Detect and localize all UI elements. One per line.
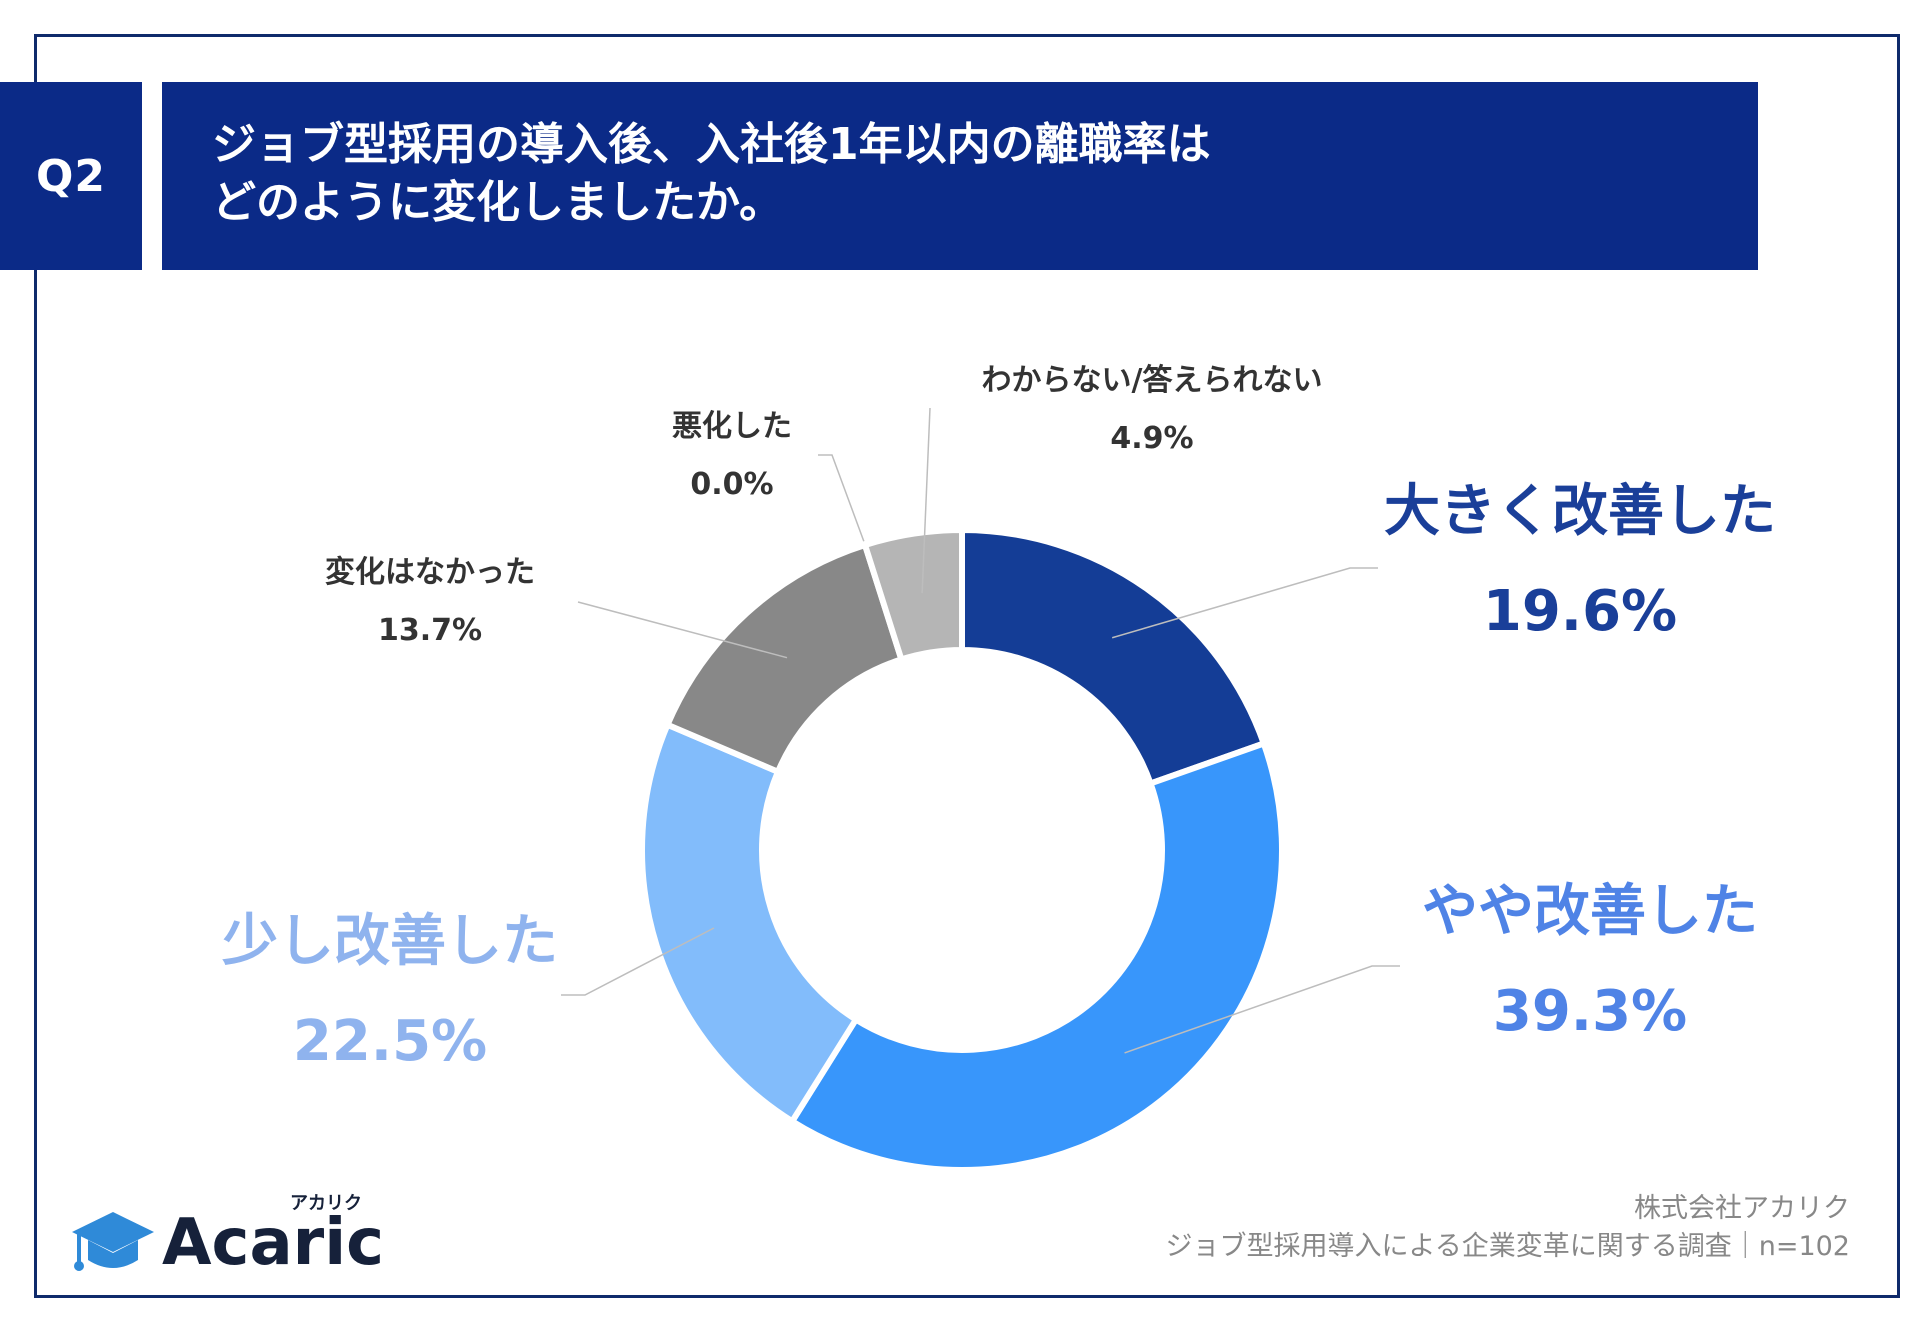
label-no-change-value: 13.7%	[377, 613, 483, 648]
label-unknown-value: 4.9%	[1110, 421, 1194, 456]
logo-wordmark: Acaric	[162, 1206, 385, 1280]
label-worsened-name: 悪化した	[672, 409, 792, 444]
label-unknown-name: わからない/答えられない	[981, 363, 1323, 398]
label-great-improvement: 大きく改善した 19.6%	[1370, 462, 1790, 662]
slice-no-change	[664, 542, 905, 775]
graduation-cap-icon	[72, 1212, 154, 1271]
leader-line-worsened	[818, 454, 865, 542]
donut-slices	[639, 527, 1285, 1173]
label-worsened-value: 0.0%	[690, 467, 774, 502]
content-frame	[34, 34, 1900, 1298]
label-unknown: わからない/答えられない 4.9%	[932, 352, 1372, 468]
label-great-improvement-value: 19.6%	[1482, 579, 1678, 644]
acaric-logo: アカリク Acaric	[68, 1193, 388, 1286]
label-some-improvement-name: やや改善した	[1422, 879, 1758, 944]
slice-slight-improvement	[639, 721, 859, 1125]
logo-kana: アカリク	[290, 1193, 362, 1214]
leader-line-unknown	[921, 407, 931, 594]
leader-line-slight-improvement	[561, 927, 715, 996]
footer-company: 株式会社アカリク	[1634, 1193, 1850, 1224]
question-badge: Q2	[0, 82, 142, 270]
label-no-change-name: 変化はなかった	[325, 555, 535, 590]
label-great-improvement-name: 大きく改善した	[1384, 479, 1776, 544]
question-title: ジョブ型採用の導入後、入社後1年以内の離職率は どのように変化しましたか。	[162, 82, 1758, 270]
question-title-line-2: どのように変化しましたか。	[212, 177, 784, 228]
leader-lines	[561, 407, 1400, 1054]
label-slight-improvement-value: 22.5%	[292, 1009, 488, 1074]
leader-line-some-improvement	[1124, 965, 1400, 1054]
label-slight-improvement-name: 少し改善した	[222, 909, 558, 974]
leader-line-no-change	[577, 601, 788, 659]
question-title-line-1: ジョブ型採用の導入後、入社後1年以内の離職率は	[212, 119, 1211, 170]
leader-line-great-improvement	[1111, 567, 1378, 639]
label-some-improvement-value: 39.3%	[1492, 979, 1688, 1044]
slice-some-improvement	[789, 740, 1285, 1173]
label-slight-improvement: 少し改善した 22.5%	[180, 892, 600, 1092]
slice-great-improvement	[959, 527, 1267, 787]
slice-unknown	[862, 527, 965, 663]
footer-survey: ジョブ型採用導入による企業変革に関する調査｜n=102	[1165, 1231, 1850, 1262]
label-some-improvement: やや改善した 39.3%	[1390, 862, 1790, 1062]
label-worsened: 悪化した 0.0%	[612, 398, 852, 514]
label-no-change: 変化はなかった 13.7%	[270, 544, 590, 660]
footer-credits: 株式会社アカリク ジョブ型採用導入による企業変革に関する調査｜n=102	[1166, 1190, 1850, 1266]
